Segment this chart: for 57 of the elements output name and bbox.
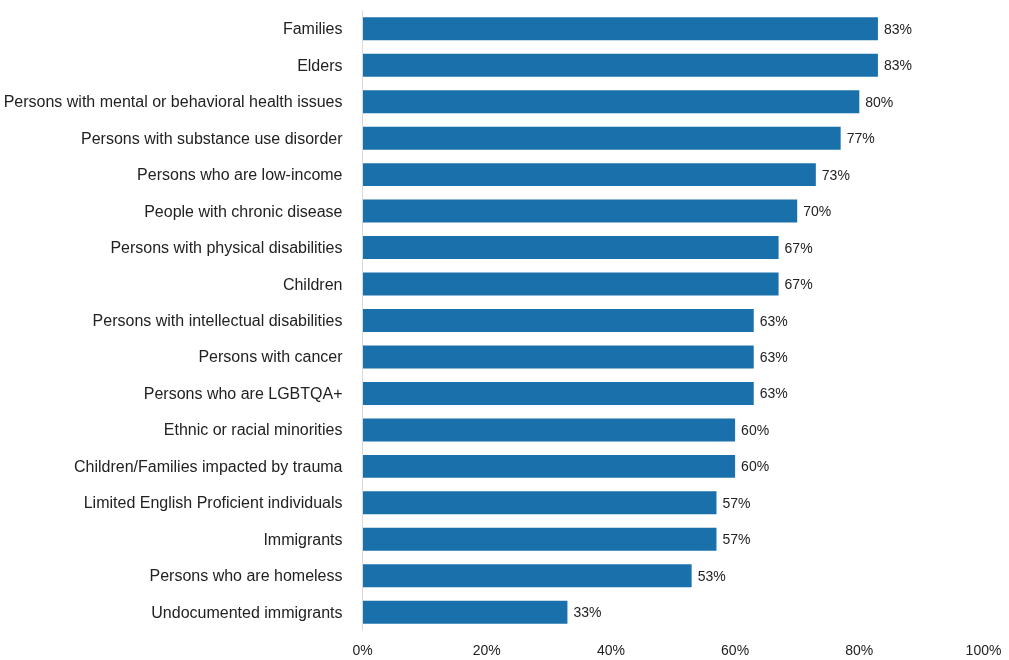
data-label: 83% xyxy=(883,20,912,37)
y-tick-label: People with chronic disease xyxy=(144,202,343,220)
bar xyxy=(362,527,717,551)
bar xyxy=(362,491,717,515)
x-tick-label: 60% xyxy=(721,641,750,658)
bar xyxy=(362,418,736,442)
data-label: 57% xyxy=(722,531,751,548)
y-tick-label: Children/Families impacted by trauma xyxy=(73,457,343,475)
x-tick-label: 20% xyxy=(472,641,501,658)
data-label: 67% xyxy=(784,239,813,256)
x-tick-label: 40% xyxy=(596,641,625,658)
y-tick-label: Persons with mental or behavioral health issues xyxy=(3,93,343,111)
bar xyxy=(362,600,568,624)
bar xyxy=(362,126,841,150)
y-tick-label: Families xyxy=(282,20,343,38)
data-label: 63% xyxy=(759,312,788,329)
data-label: 33% xyxy=(573,604,602,621)
bar xyxy=(362,381,754,405)
y-tick-label: Elders xyxy=(297,56,343,74)
y-tick-label: Ethnic or racial minorities xyxy=(163,421,343,439)
bar xyxy=(362,90,860,114)
y-tick-label: Persons with substance use disorder xyxy=(81,129,344,147)
y-tick-label: Persons who are low-income xyxy=(137,166,343,184)
data-label: 53% xyxy=(697,567,726,584)
y-tick-label: Persons who are LGBTQA+ xyxy=(143,384,343,402)
x-tick-label: 0% xyxy=(352,641,373,658)
y-tick-label: Undocumented immigrants xyxy=(151,603,343,621)
bar xyxy=(362,309,754,332)
data-label: 57% xyxy=(722,494,751,511)
bar xyxy=(362,17,878,41)
x-tick-label: 80% xyxy=(845,641,874,658)
data-label: 73% xyxy=(821,166,850,183)
y-tick-label: Children xyxy=(282,275,343,293)
bar xyxy=(362,272,779,296)
data-label: 63% xyxy=(759,385,788,402)
bar xyxy=(362,53,878,77)
bar xyxy=(362,454,736,478)
data-label: 83% xyxy=(883,57,912,74)
y-tick-label: Immigrants xyxy=(263,530,343,548)
data-label: 67% xyxy=(784,276,813,293)
data-label: 60% xyxy=(741,458,770,475)
data-label: 80% xyxy=(865,93,894,110)
y-tick-label: Limited English Proficient individuals xyxy=(83,494,343,512)
data-label: 70% xyxy=(803,203,832,220)
data-label: 77% xyxy=(846,130,875,147)
y-tick-label: Persons with cancer xyxy=(198,348,344,366)
bar xyxy=(362,199,798,223)
x-tick-label: 100% xyxy=(965,641,1002,658)
bar xyxy=(362,163,816,187)
y-tick-label: Persons with physical disabilities xyxy=(110,239,343,257)
y-tick-label: Persons with intellectual disabilities xyxy=(92,312,343,329)
data-label: 63% xyxy=(759,348,788,365)
bar xyxy=(362,345,754,369)
data-label: 60% xyxy=(741,421,770,438)
y-tick-label: Persons who are homeless xyxy=(149,567,343,585)
bar xyxy=(362,564,692,588)
bar xyxy=(362,236,779,260)
